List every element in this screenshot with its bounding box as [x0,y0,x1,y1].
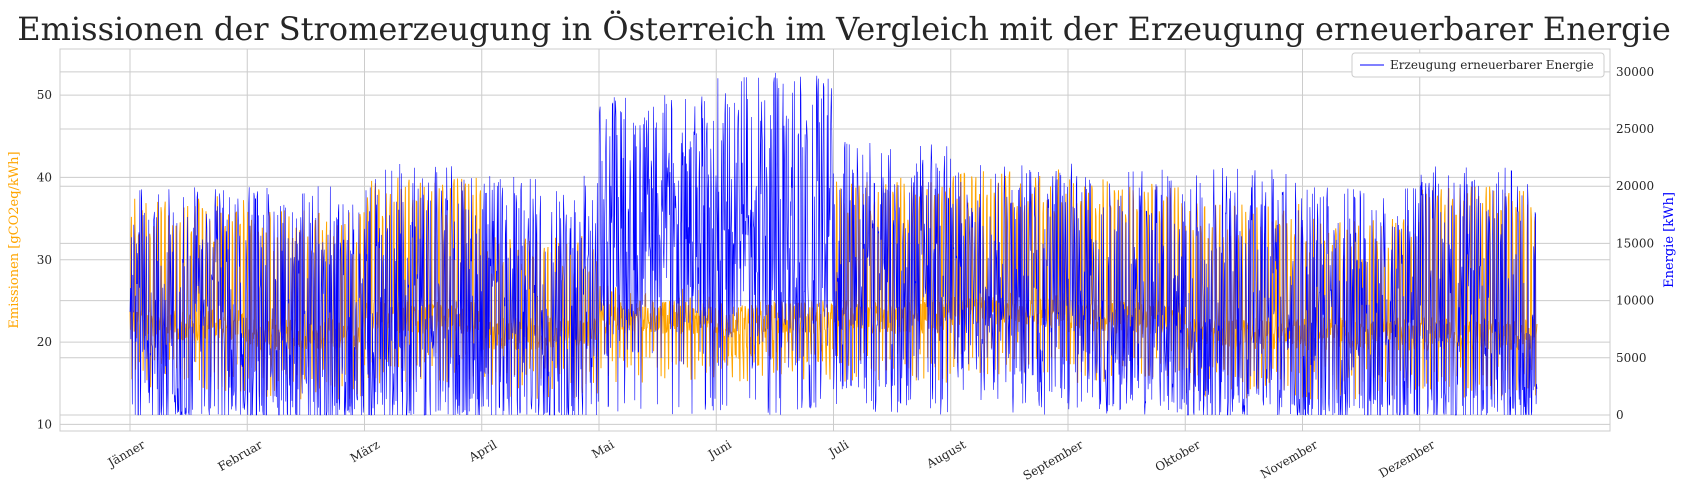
x-tick-label: Jänner [104,437,148,470]
legend: Erzeugung erneuerbarer Energie [1351,52,1605,78]
plot-frame [59,48,1611,432]
y-right-tick-labels: 0 5000 10000 15000 20000 25000 30000 [1616,65,1654,422]
series-line-energy [129,72,1538,416]
y-left-tick-label: 50 [37,88,52,102]
y-right-tick-label: 15000 [1616,236,1654,250]
y-left-axis-title: Emissionen [gCO2eq/kWh] [7,151,22,328]
y-left-tick-label: 20 [37,335,52,349]
y-right-tick-label: 5000 [1616,351,1647,365]
x-tick-label: Mai [589,437,616,461]
y-left-tick-labels: 10 20 30 40 50 [37,88,52,431]
x-tick-label: Oktober [1153,437,1203,474]
y-right-axis-title: Energie [kWh] [1662,192,1677,288]
x-tick-label: März [348,437,382,465]
y-right-tick-label: 10000 [1616,294,1654,308]
x-tick-label: August [923,437,968,471]
chart-title: Emissionen der Stromerzeugung in Österre… [17,10,1671,48]
x-tick-label: Dezember [1377,437,1438,480]
y-right-tick-label: 0 [1616,408,1624,422]
x-tick-labels: Jänner Februar März April Mai Juni Juli August S… [104,437,1438,483]
legend-box [1351,52,1605,78]
x-tick-label: September [1021,437,1086,483]
y-left-tick-label: 10 [37,417,52,431]
y-right-tick-label: 25000 [1616,122,1654,136]
x-tick-label: Februar [215,437,264,474]
legend-entry-energy: Erzeugung erneuerbarer Energie [1390,58,1594,72]
x-tick-label: April [466,437,500,465]
x-tick-label: Juli [825,437,851,460]
y-left-tick-label: 30 [37,253,52,267]
y-left-tick-label: 40 [37,170,52,184]
y-right-tick-label: 30000 [1616,65,1654,79]
y-right-tick-label: 20000 [1616,179,1654,193]
x-tick-label: Juni [704,437,734,462]
x-tick-label: November [1258,437,1320,481]
